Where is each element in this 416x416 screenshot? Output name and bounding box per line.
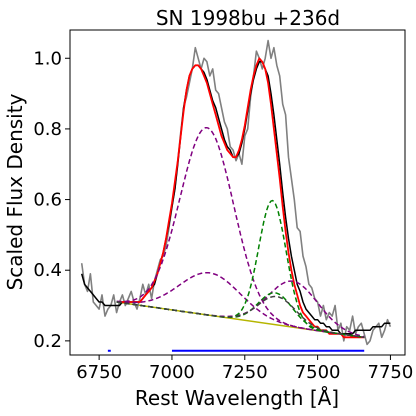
x-tick-label: 7250 [222,362,268,383]
component-curve-3 [116,126,365,339]
y-tick-label: 0.2 [33,331,62,352]
plot-area [80,39,392,352]
component-curve-4 [116,271,365,339]
axis-ticks: 6750 7000 7250 7500 7750 0.2 0.4 0.6 0.8 1.0 [33,48,413,383]
x-tick-label: 7000 [149,362,195,383]
component-curve-8 [116,295,365,339]
observed-spectrum-line [80,39,392,346]
chart-title: SN 1998bu +236d [156,6,340,30]
y-tick-label: 0.8 [33,119,62,140]
fit-spectrum-line [116,57,365,339]
axes-frame [69,29,406,356]
y-tick-label: 1.0 [33,48,62,69]
y-axis-label: Scaled Flux Density [3,93,27,290]
x-tick-label: 7750 [368,362,414,383]
y-tick-label: 0.6 [33,190,62,211]
y-tick-label: 0.4 [33,260,62,281]
x-axis-label: Rest Wavelength [Å] [135,386,339,410]
smoothed-spectrum-line [80,61,391,335]
x-tick-label: 7500 [295,362,341,383]
x-tick-label: 6750 [76,362,122,383]
